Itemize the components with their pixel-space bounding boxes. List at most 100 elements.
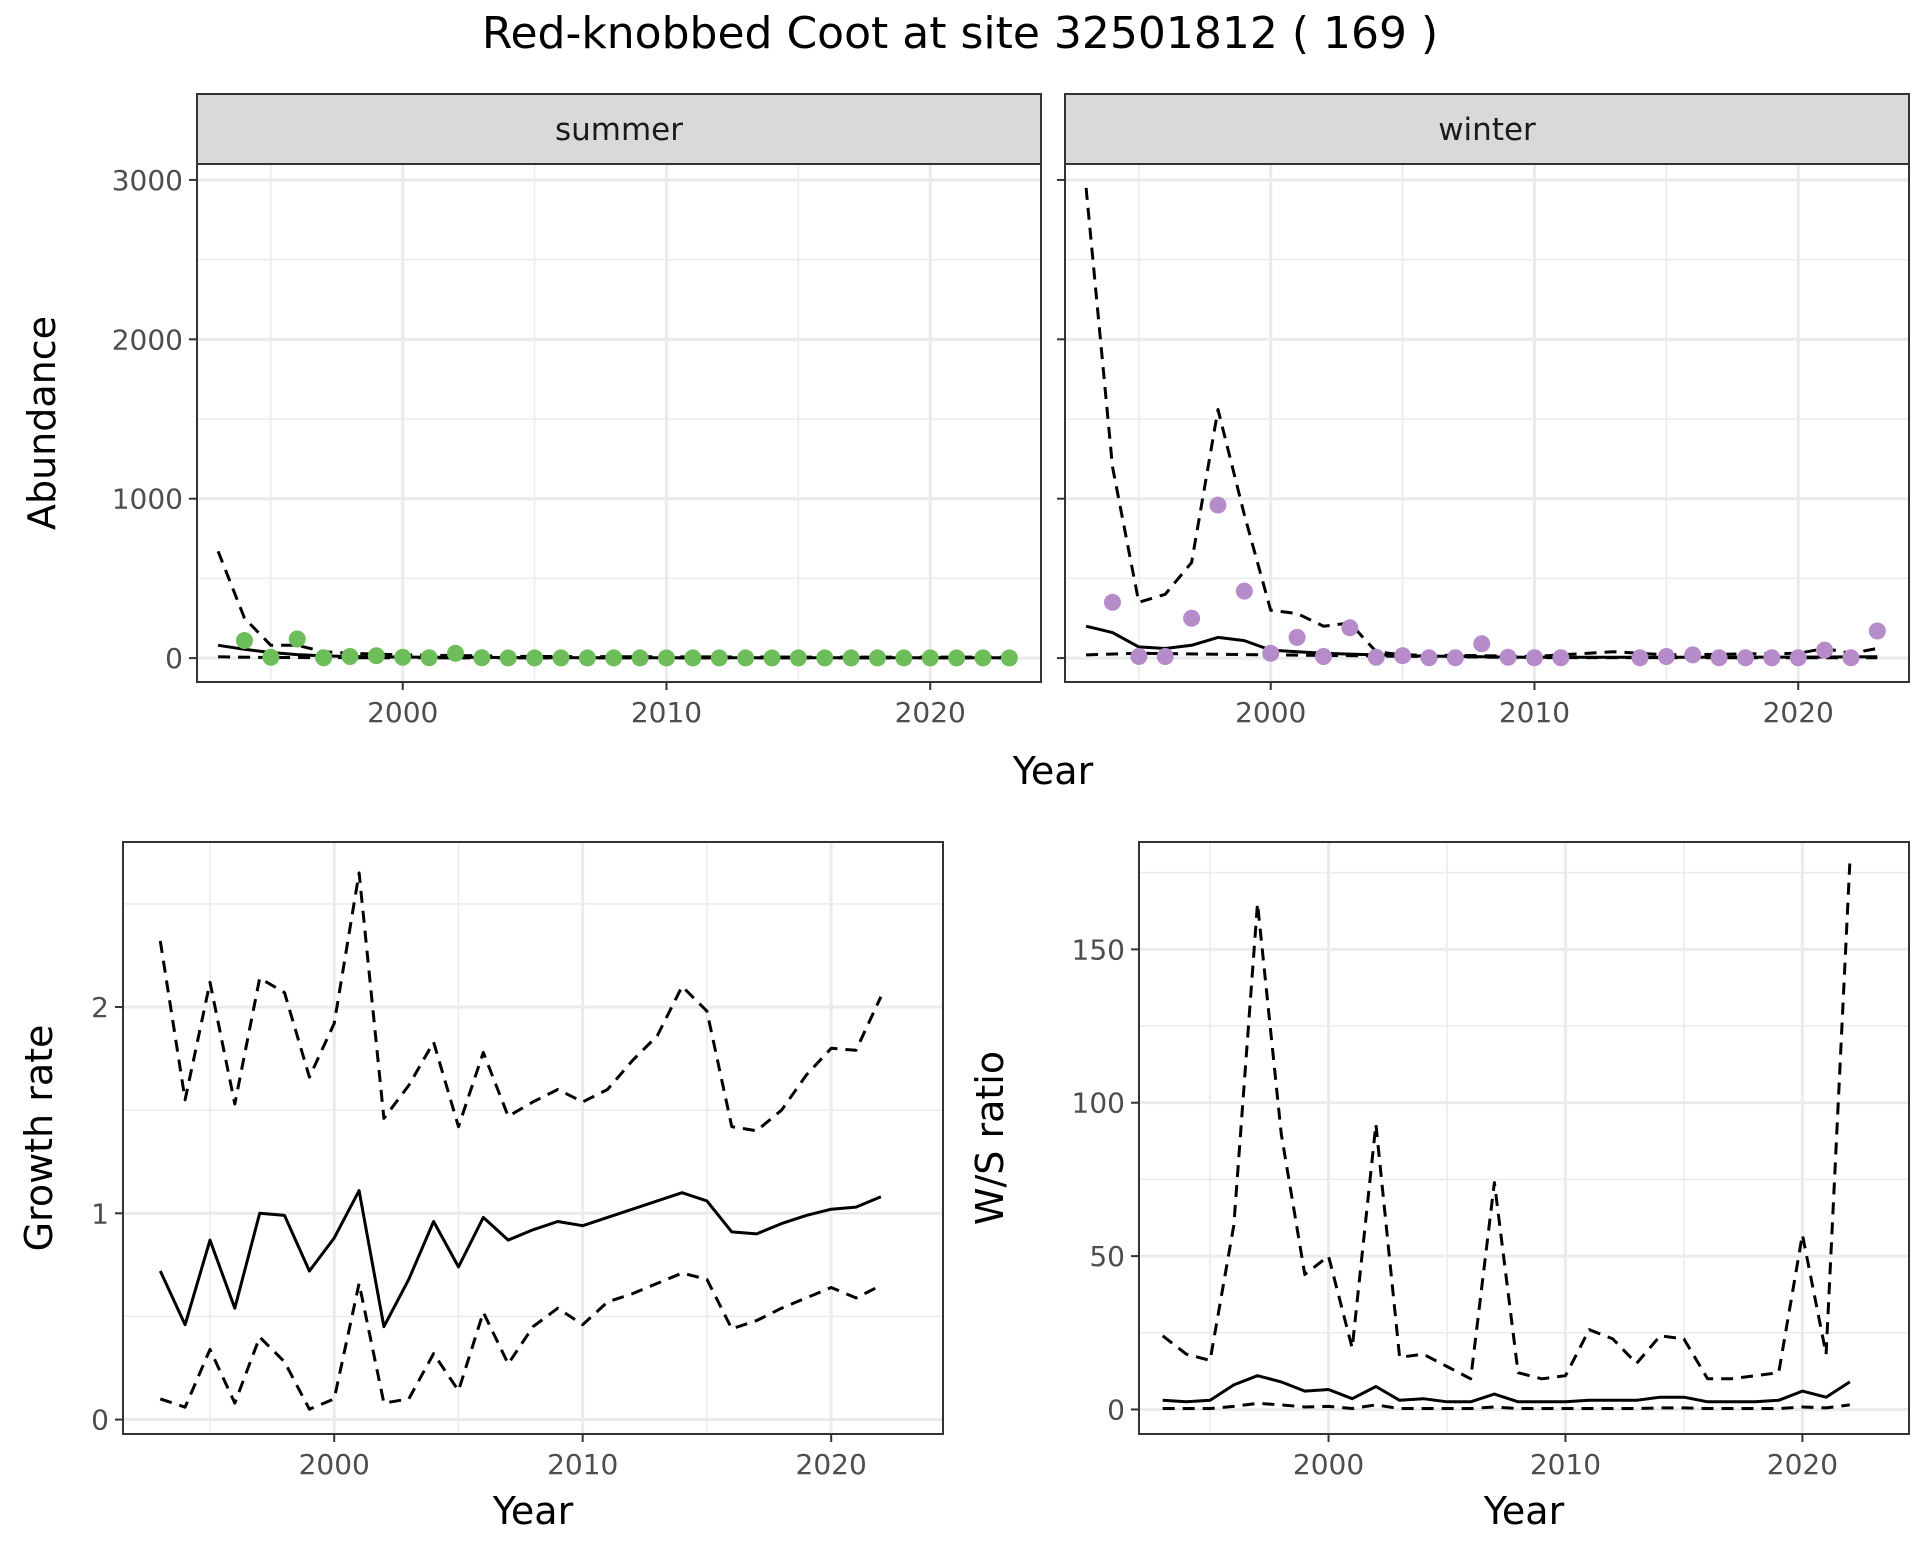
- data-point: [710, 649, 728, 667]
- x-tick-label: 2020: [796, 1448, 867, 1481]
- y-tick-label: 1: [91, 1197, 109, 1230]
- data-point: [605, 649, 623, 667]
- data-point: [235, 632, 253, 650]
- data-point: [1000, 649, 1018, 667]
- x-tick-label: 2020: [1763, 696, 1834, 729]
- data-point: [789, 649, 807, 667]
- data-point: [262, 648, 280, 666]
- data-point: [394, 648, 412, 666]
- data-point: [1473, 635, 1491, 653]
- data-point: [1103, 593, 1121, 611]
- y-tick-label: 1000: [112, 483, 183, 516]
- data-point: [1235, 582, 1253, 600]
- y-tick-label: 150: [1072, 933, 1125, 966]
- data-point: [1868, 622, 1886, 640]
- x-axis-title-top: Year: [1012, 749, 1094, 793]
- data-point: [1288, 628, 1306, 646]
- data-point: [420, 649, 438, 667]
- y-tick-label: 0: [91, 1404, 109, 1437]
- data-point: [1499, 648, 1517, 666]
- data-point: [842, 649, 860, 667]
- series-line-dashed-2: [1162, 1401, 1850, 1410]
- series-line-dashed-1: [158, 871, 883, 1133]
- data-point: [1341, 619, 1359, 637]
- series-line-dashed-1: [1161, 863, 1852, 1381]
- data-point: [921, 649, 939, 667]
- data-point: [684, 649, 702, 667]
- x-tick-label: 2010: [1530, 1448, 1601, 1481]
- x-tick-label: 2020: [895, 696, 966, 729]
- data-point: [1789, 649, 1807, 667]
- data-point: [1684, 646, 1702, 664]
- strip-label-summer: summer: [555, 112, 683, 148]
- series-line-dashed-1: [216, 550, 1010, 659]
- series-line-dashed-2: [159, 1271, 882, 1411]
- main-title: Red-knobbed Coot at site 32501812 ( 169 …: [481, 8, 1439, 59]
- x-tick-label: 2000: [367, 696, 438, 729]
- data-point: [367, 647, 385, 665]
- data-point: [288, 630, 306, 648]
- data-point: [948, 649, 966, 667]
- y-tick-label: 3000: [112, 164, 183, 197]
- panel-border: [196, 163, 1042, 683]
- x-tick-label: 2000: [299, 1448, 370, 1481]
- data-point: [1763, 649, 1781, 667]
- y-axis-title-top: Abundance: [20, 316, 64, 530]
- panel-ws_ratio: 2000 2010 2020 0 50 100 150 Year W/S ratio: [968, 841, 1910, 1533]
- x-tick-label: 2020: [1767, 1448, 1838, 1481]
- y-tick-label: 2000: [112, 323, 183, 356]
- data-point: [1156, 647, 1174, 665]
- data-point: [657, 649, 675, 667]
- y-tick-label: 2: [91, 991, 109, 1024]
- data-point: [974, 649, 992, 667]
- data-point: [1420, 649, 1438, 667]
- panel-winter: winter 2000 2010 2020: [1057, 93, 1910, 729]
- data-point: [526, 649, 544, 667]
- data-point: [315, 649, 333, 667]
- y-tick-label: 50: [1089, 1240, 1125, 1273]
- data-point: [1183, 609, 1201, 627]
- data-point: [1262, 644, 1280, 662]
- series-line-solid-0: [1162, 1374, 1851, 1404]
- data-point: [1525, 649, 1543, 667]
- data-point: [631, 649, 649, 667]
- x-tick-label: 2000: [1293, 1448, 1364, 1481]
- x-tick-label: 2010: [547, 1448, 618, 1481]
- data-point: [1657, 647, 1675, 665]
- data-point: [1314, 647, 1332, 665]
- data-point: [1710, 649, 1728, 667]
- data-point: [1367, 648, 1385, 666]
- data-point: [473, 649, 491, 667]
- y-tick-label: 100: [1072, 1087, 1125, 1120]
- y-tick-label: 0: [1107, 1393, 1125, 1426]
- data-point: [895, 649, 913, 667]
- x-tick-label: 2000: [1235, 696, 1306, 729]
- data-point: [1130, 647, 1148, 665]
- data-point: [1552, 649, 1570, 667]
- data-point: [341, 647, 359, 665]
- data-point: [552, 649, 570, 667]
- data-point: [737, 649, 755, 667]
- data-point: [868, 649, 886, 667]
- data-point: [1736, 649, 1754, 667]
- data-point: [1816, 641, 1834, 659]
- data-point: [1631, 649, 1649, 667]
- panel-growth: 2000 2010 2020 0 1 2 Year Growth rate: [17, 841, 944, 1533]
- x-axis-title-ws_ratio: Year: [1483, 1489, 1565, 1533]
- x-tick-label: 2010: [631, 696, 702, 729]
- data-point: [1842, 649, 1860, 667]
- data-point: [1209, 496, 1227, 514]
- series-line-dashed-1: [1084, 187, 1878, 658]
- data-point: [763, 649, 781, 667]
- data-point: [578, 649, 596, 667]
- y-axis-title-ws_ratio: W/S ratio: [968, 1051, 1012, 1225]
- data-point: [816, 649, 834, 667]
- strip-label-winter: winter: [1438, 112, 1536, 148]
- x-axis-title-growth: Year: [492, 1489, 574, 1533]
- data-point: [446, 644, 464, 662]
- panel-border: [122, 841, 944, 1435]
- y-axis-title-growth: Growth rate: [17, 1025, 61, 1252]
- series-line-solid-0: [158, 1189, 882, 1329]
